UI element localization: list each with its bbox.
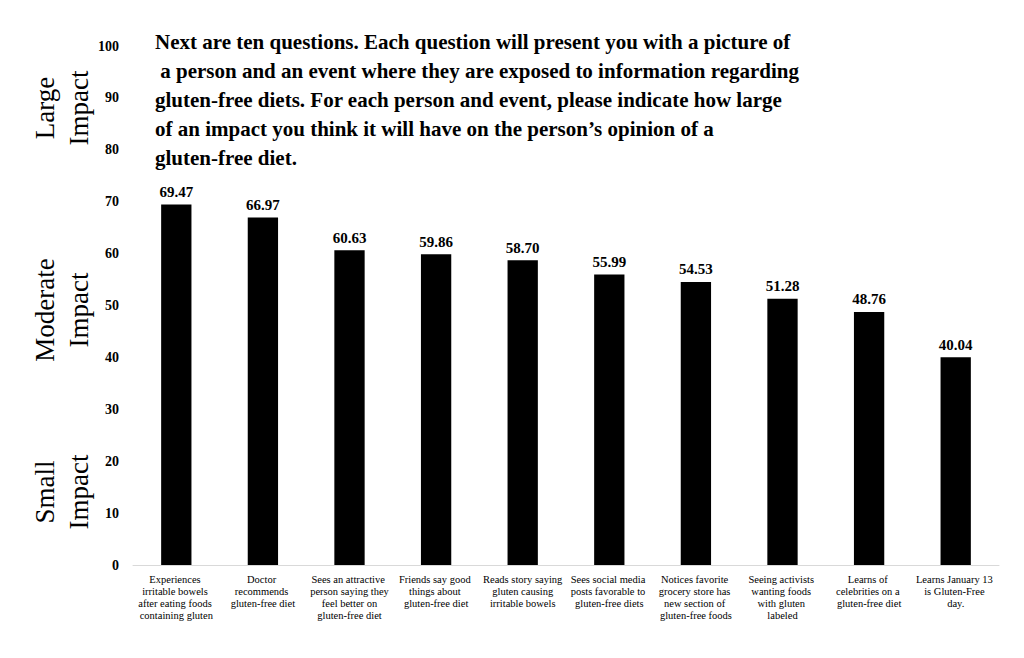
svg-text:gluten causing: gluten causing [490, 586, 556, 597]
svg-text:54.53: 54.53 [679, 261, 713, 277]
svg-text:gluten-free foods: gluten-free foods [660, 610, 732, 621]
svg-text:after eating foods: after eating foods [138, 598, 214, 609]
svg-text:Doctor: Doctor [247, 574, 279, 585]
svg-text:0: 0 [112, 558, 119, 573]
svg-text:59.86: 59.86 [419, 234, 453, 250]
svg-text:Moderate: Moderate [30, 258, 60, 361]
svg-text:58.70: 58.70 [506, 240, 540, 256]
svg-text:66.97: 66.97 [246, 197, 280, 213]
svg-text:wanting foods: wanting foods [751, 586, 813, 597]
svg-text:Next are ten questions. Each q: Next are ten questions. Each question wi… [155, 30, 791, 54]
svg-text:things about: things about [409, 586, 463, 597]
svg-text:Experiences: Experiences [149, 574, 203, 585]
svg-text:Impact: Impact [64, 454, 94, 529]
svg-text:posts favorable to: posts favorable to [571, 586, 648, 597]
svg-text:irritable bowels: irritable bowels [142, 586, 210, 597]
svg-text:Learns of: Learns of [848, 574, 891, 585]
svg-text:48.76: 48.76 [852, 291, 886, 307]
svg-text:with gluten: with gluten [757, 598, 807, 609]
svg-text:celebrities on a: celebrities on a [836, 586, 902, 597]
svg-text:Small: Small [30, 460, 60, 523]
svg-text:30: 30 [105, 402, 119, 417]
svg-text:10: 10 [105, 506, 119, 521]
svg-text:gluten-free diet: gluten-free diet [317, 610, 382, 621]
svg-text:containing gluten: containing gluten [140, 610, 214, 621]
svg-text:a person and an event where th: a person and an event where they are exp… [155, 59, 804, 83]
svg-text:Sees social media: Sees social media [571, 574, 648, 585]
svg-text:gluten-free diet: gluten-free diet [837, 598, 902, 609]
svg-text:gluten-free diet: gluten-free diet [231, 598, 296, 609]
svg-text:51.28: 51.28 [766, 278, 800, 294]
svg-text:day.: day. [947, 598, 964, 609]
svg-text:Reads story saying: Reads story saying [483, 574, 563, 585]
svg-text:20: 20 [105, 454, 119, 469]
svg-text:Large: Large [30, 77, 60, 139]
svg-text:Sees an attractive: Sees an attractive [311, 574, 387, 585]
svg-text:gluten-free diet.: gluten-free diet. [155, 146, 297, 170]
svg-text:55.99: 55.99 [592, 254, 626, 270]
svg-text:Notices favorite: Notices favorite [661, 574, 731, 585]
svg-text:person saying they: person saying they [310, 586, 389, 597]
svg-text:50: 50 [105, 298, 119, 313]
svg-text:labeled: labeled [767, 610, 798, 621]
svg-text:recommends: recommends [235, 586, 291, 597]
svg-text:60.63: 60.63 [333, 230, 367, 246]
svg-text:69.47: 69.47 [159, 184, 193, 200]
svg-text:70: 70 [105, 194, 119, 209]
svg-text:grocery store has: grocery store has [659, 586, 733, 597]
svg-text:irritable bowels: irritable bowels [490, 598, 556, 609]
svg-text:Seeing activists: Seeing activists [748, 574, 816, 585]
svg-text:is Gluten-Free: is Gluten-Free [924, 586, 987, 597]
svg-text:gluten-free diets: gluten-free diets [575, 598, 644, 609]
svg-text:40: 40 [105, 350, 119, 365]
svg-text:90: 90 [105, 90, 119, 105]
svg-text:Learns January 13: Learns January 13 [916, 574, 996, 585]
svg-text:Impact: Impact [64, 70, 94, 145]
svg-text:of an impact you think it will: of an impact you think it will have on t… [155, 117, 719, 141]
svg-text:80: 80 [105, 142, 119, 157]
svg-text:gluten-free diet: gluten-free diet [404, 598, 469, 609]
svg-text:60: 60 [105, 246, 119, 261]
svg-text:new section of: new section of [664, 598, 728, 609]
svg-text:gluten-free diets. For each pe: gluten-free diets. For each person and e… [155, 88, 787, 112]
svg-text:feel better on: feel better on [319, 598, 380, 609]
svg-text:Impact: Impact [64, 272, 94, 347]
svg-text:40.04: 40.04 [939, 337, 973, 353]
svg-text:100: 100 [98, 39, 119, 54]
svg-text:Friends say good: Friends say good [399, 574, 473, 585]
